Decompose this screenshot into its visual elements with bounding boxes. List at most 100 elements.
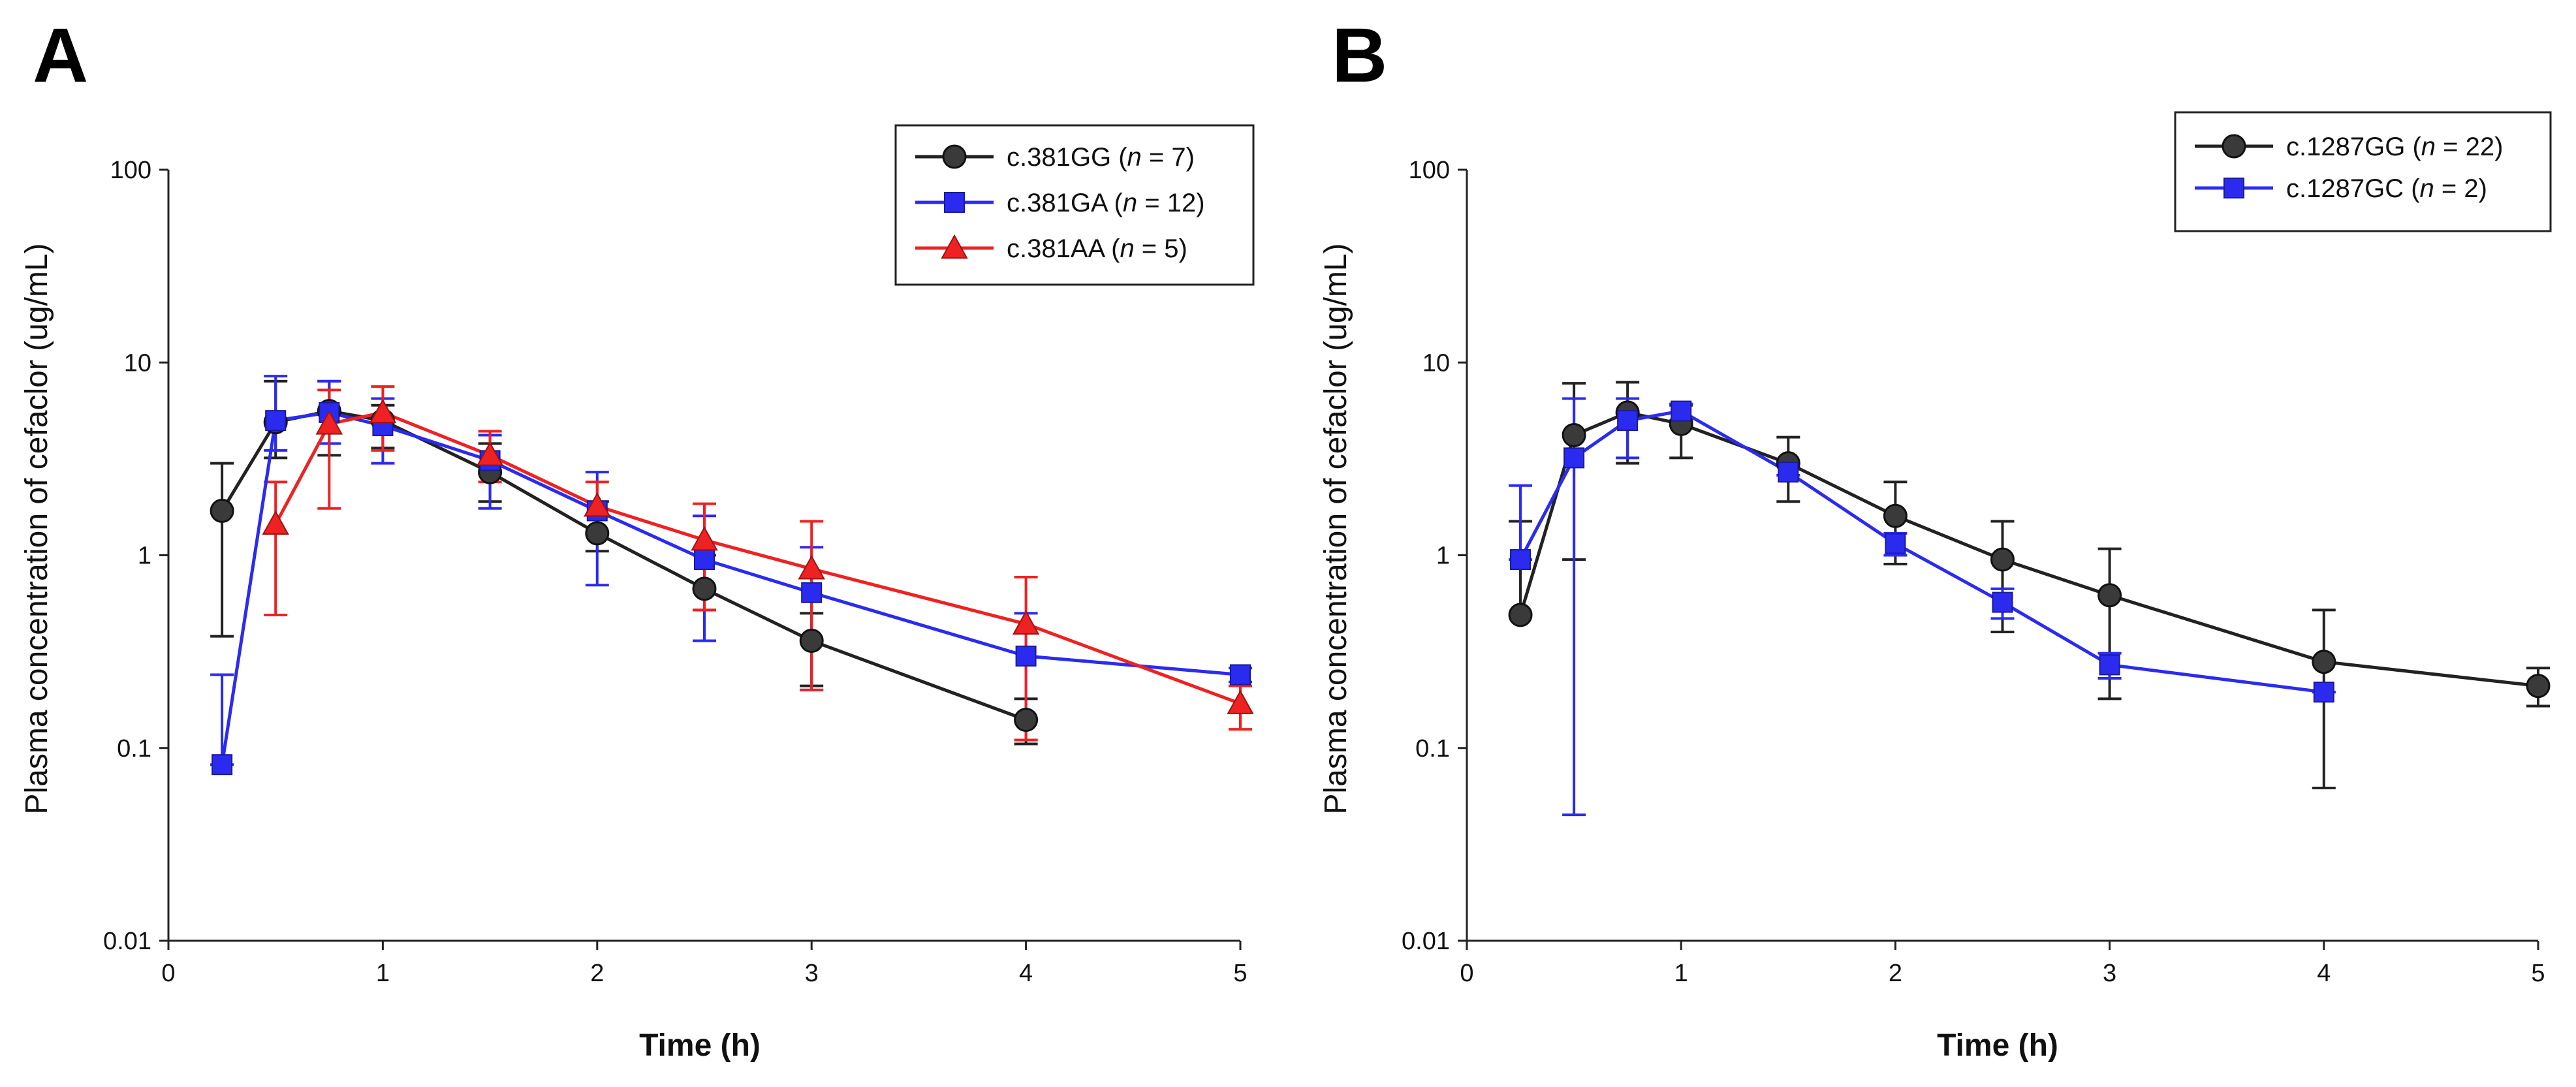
panel-a-x-axis-title: Time (h) <box>639 1028 761 1063</box>
panel-b-legend-items: c.1287GG (n = 22) c.1287GC (n = 2) <box>2195 133 2503 203</box>
y-tick-label: 0.01 <box>1402 928 1450 955</box>
data-point <box>1012 610 1040 635</box>
data-point <box>1617 410 1639 432</box>
data-point <box>1014 708 1039 733</box>
series-line <box>220 411 1241 765</box>
data-point <box>694 549 715 571</box>
data-point <box>691 526 718 551</box>
data-point <box>798 555 825 580</box>
series-line <box>1518 411 2539 688</box>
series-markers <box>210 398 1254 776</box>
y-tick-label: 10 <box>1422 349 1450 377</box>
legend-label: c.1287GG (n = 22) <box>2286 133 2503 161</box>
y-tick-label: 0.01 <box>103 928 151 955</box>
x-tick-label: 1 <box>376 960 390 987</box>
chart-panel-a: A Plasma concentration of cefaclor (ug/m… <box>20 12 1255 1063</box>
x-tick-label: 1 <box>1674 960 1688 987</box>
data-point <box>1230 664 1251 685</box>
data-point <box>1508 603 1533 627</box>
legend-entry: c.381AA (n = 5) <box>915 234 1187 263</box>
panel-b-x-axis-title: Time (h) <box>1937 1028 2058 1063</box>
data-point <box>585 521 610 546</box>
panel-b-series <box>1508 381 2551 817</box>
series-line <box>1518 409 2325 694</box>
error-bar <box>800 520 824 691</box>
y-tick-label: 100 <box>110 157 151 184</box>
y-tick-label: 100 <box>1409 157 1450 184</box>
panel-a-y-axis-title: Plasma concentration of cefaclor (ug/mL) <box>20 243 54 814</box>
legend-entry: c.381GA (n = 12) <box>915 189 1205 217</box>
data-point <box>1015 645 1037 667</box>
error-bar <box>264 480 288 616</box>
data-point <box>1563 447 1585 469</box>
x-tick-label: 3 <box>2103 960 2116 987</box>
data-point <box>2312 650 2336 674</box>
chart-panel-b: B Plasma concentration of cefaclor (ug/m… <box>1319 12 2552 1063</box>
series-line <box>220 409 1027 721</box>
panel-b-legend-box <box>2174 111 2552 232</box>
x-tick-label: 4 <box>1019 960 1033 987</box>
legend-label: c.1287GC (n = 2) <box>2286 174 2487 203</box>
legend-label: c.381GG (n = 7) <box>1007 143 1195 172</box>
data-point <box>315 410 343 435</box>
data-point <box>212 754 233 776</box>
legend-label: c.381GA (n = 12) <box>1007 189 1205 217</box>
legend-entry: c.381GG (n = 7) <box>915 143 1195 172</box>
data-point <box>1227 689 1254 714</box>
data-point <box>262 510 289 535</box>
data-point <box>584 492 611 517</box>
legend-marker <box>2223 178 2244 198</box>
data-point <box>1992 591 2013 613</box>
panel-a-series <box>210 375 1254 776</box>
x-tick-label: 2 <box>1889 960 1902 987</box>
data-point <box>265 410 287 432</box>
error-bars <box>210 375 1252 766</box>
panel-b-y-axis-title: Plasma concentration of cefaclor (ug/mL) <box>1319 243 1353 814</box>
error-bars <box>1509 381 2550 817</box>
data-point <box>1990 547 2015 572</box>
legend-entry: c.1287GG (n = 22) <box>2195 133 2503 161</box>
y-tick-label: 0.1 <box>117 735 151 763</box>
legend-entry: c.1287GC (n = 2) <box>2195 174 2487 203</box>
data-point <box>801 582 823 603</box>
x-tick-label: 0 <box>161 960 175 987</box>
data-point <box>1671 400 1692 422</box>
series-line <box>274 411 1241 706</box>
panel-a-legend-items: c.381GG (n = 7) c.381GA (n = 12) c.381AA (… <box>915 143 1205 263</box>
panel-a-ticks: 0 1 2 3 4 5 0.01 0.1 1 10 100 <box>103 157 1248 987</box>
data-point <box>692 576 717 601</box>
panel-a-legend: c.381GG (n = 7) c.381GA (n = 12) c.381AA (… <box>894 124 1255 286</box>
x-tick-label: 5 <box>1233 960 1247 987</box>
series-markers <box>1508 400 2551 703</box>
legend-marker <box>2222 134 2246 159</box>
data-point <box>1510 549 1531 571</box>
error-bar <box>210 462 234 638</box>
data-point <box>476 441 504 466</box>
data-point <box>2526 674 2551 699</box>
x-tick-label: 5 <box>2531 960 2545 987</box>
x-tick-label: 2 <box>590 960 604 987</box>
data-point <box>1778 462 1799 483</box>
y-tick-label: 1 <box>1436 543 1450 570</box>
data-point <box>210 498 234 523</box>
legend-marker <box>941 234 968 259</box>
legend-marker <box>942 144 967 169</box>
y-tick-label: 10 <box>124 349 151 377</box>
x-tick-label: 0 <box>1460 960 1473 987</box>
data-point <box>1562 422 1586 447</box>
data-point <box>1883 503 1908 528</box>
panel-label-a: A <box>33 12 88 99</box>
data-point <box>369 398 397 424</box>
x-tick-label: 3 <box>805 960 819 987</box>
x-tick-label: 4 <box>2317 960 2331 987</box>
data-point <box>1885 533 1906 554</box>
panel-b-ticks: 0 1 2 3 4 5 0.01 0.1 1 10 100 <box>1402 157 2545 987</box>
data-point <box>799 629 824 654</box>
data-point <box>2097 583 2122 608</box>
panel-label-b: B <box>1332 12 1387 99</box>
data-point <box>2099 654 2120 676</box>
panel-b-legend: c.1287GG (n = 22) c.1287GC (n = 2) <box>2174 111 2552 232</box>
data-point <box>2313 682 2334 703</box>
legend-marker <box>944 192 965 213</box>
